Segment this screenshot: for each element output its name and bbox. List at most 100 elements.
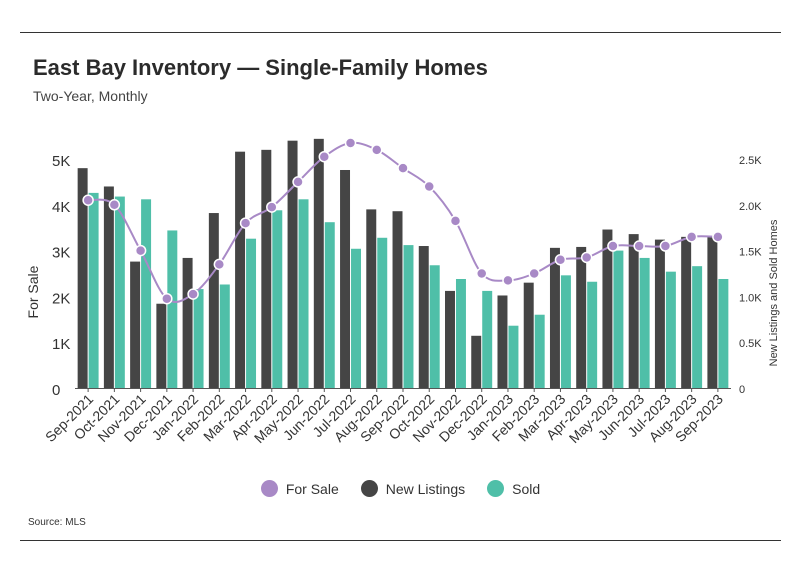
bar-sold xyxy=(534,314,545,388)
point-for-sale xyxy=(502,274,514,287)
bar-sold xyxy=(377,237,388,388)
legend-swatch-sold xyxy=(487,480,505,497)
bar-new-listings xyxy=(392,211,403,388)
y-tick-label: 5K xyxy=(52,153,70,170)
point-for-sale xyxy=(712,231,724,243)
bottom-rule xyxy=(20,540,781,541)
point-for-sale xyxy=(134,244,147,257)
bar-new-listings xyxy=(549,247,560,388)
bar-sold xyxy=(718,278,729,388)
y-tick-label: 3K xyxy=(52,245,70,262)
bar-new-listings xyxy=(340,169,351,388)
bar-sold xyxy=(272,210,283,388)
legend-label-sold: Sold xyxy=(512,480,541,497)
bar-sold xyxy=(88,192,99,388)
legend-swatch-for-sale xyxy=(260,480,278,497)
bar-new-listings xyxy=(235,151,246,388)
bar-new-listings xyxy=(523,282,534,388)
bar-new-listings xyxy=(130,261,141,388)
chart-title: East Bay Inventory — Single-Family Homes xyxy=(33,55,488,80)
bar-sold xyxy=(639,257,650,388)
bar-new-listings xyxy=(681,236,692,388)
bar-new-listings xyxy=(103,186,114,388)
bar-new-listings xyxy=(208,213,219,388)
bar-sold xyxy=(193,289,204,388)
y2-tick-label: 1.0K xyxy=(739,292,762,304)
chart-subtitle: Two-Year, Monthly xyxy=(33,88,148,104)
bar-new-listings xyxy=(366,209,377,388)
point-for-sale xyxy=(659,240,672,252)
bar-sold xyxy=(324,222,335,388)
legend-label-new-listings: New Listings xyxy=(385,480,466,497)
point-for-sale xyxy=(475,267,488,280)
bar-sold xyxy=(455,278,466,388)
point-for-sale xyxy=(213,258,226,271)
bar-new-listings xyxy=(418,246,429,388)
point-for-sale xyxy=(82,194,94,206)
bar-new-listings xyxy=(156,303,167,388)
point-for-sale xyxy=(318,150,331,163)
point-for-sale xyxy=(371,144,383,156)
legend-item-sold[interactable]: Sold xyxy=(487,480,540,497)
point-for-sale xyxy=(397,162,409,174)
point-for-sale xyxy=(108,199,121,211)
bar-sold xyxy=(167,230,178,388)
point-for-sale xyxy=(266,201,278,213)
legend-label-for-sale: For Sale xyxy=(285,480,339,497)
bar-new-listings xyxy=(576,246,587,388)
point-for-sale xyxy=(161,292,173,305)
legend: For Sale New Listings Sold xyxy=(0,480,801,497)
bar-sold xyxy=(508,325,519,388)
bar-sold xyxy=(665,271,676,388)
bar-sold xyxy=(482,290,493,388)
point-for-sale xyxy=(239,217,252,229)
bar-sold xyxy=(219,284,230,388)
point-for-sale xyxy=(685,231,698,243)
bar-new-listings xyxy=(313,138,324,388)
legend-swatch-new-listings xyxy=(360,480,378,497)
bar-sold xyxy=(613,250,624,388)
point-for-sale xyxy=(607,240,619,252)
bar-sold xyxy=(351,248,361,388)
point-for-sale xyxy=(554,254,567,266)
y2-tick-label: 1.5K xyxy=(739,247,762,259)
top-rule xyxy=(20,32,781,33)
point-for-sale xyxy=(449,215,462,227)
bar-new-listings xyxy=(602,229,613,388)
bar-sold xyxy=(587,281,598,388)
point-for-sale xyxy=(344,137,357,149)
point-for-sale xyxy=(187,288,199,300)
bar-sold xyxy=(692,266,703,388)
bar-new-listings xyxy=(77,168,88,388)
legend-item-new-listings[interactable]: New Listings xyxy=(360,480,466,497)
bar-new-listings xyxy=(182,257,193,388)
bar-new-listings xyxy=(497,295,508,388)
y2-tick-label: 2.0K xyxy=(739,201,762,213)
point-for-sale xyxy=(292,176,304,188)
point-for-sale xyxy=(580,251,593,264)
bar-sold xyxy=(246,238,257,388)
legend-item-for-sale[interactable]: For Sale xyxy=(260,480,339,497)
point-for-sale xyxy=(528,267,540,280)
bar-new-listings xyxy=(707,235,718,388)
y2-tick-label: 2.5K xyxy=(739,155,762,167)
y-tick-label: 2K xyxy=(52,290,70,307)
y-tick-label: 4K xyxy=(52,199,70,216)
y-tick-label: 1K xyxy=(52,336,70,353)
y-axis-label: For Sale xyxy=(25,265,41,318)
bar-sold xyxy=(114,196,125,388)
y-tick-label: 0 xyxy=(52,382,60,399)
bar-sold xyxy=(429,265,440,388)
bar-sold xyxy=(403,245,414,388)
y2-tick-label: 0 xyxy=(739,384,745,396)
y2-tick-label: 0.5K xyxy=(739,338,762,350)
bar-sold xyxy=(298,199,309,388)
point-for-sale xyxy=(633,240,645,252)
bar-new-listings xyxy=(628,234,639,388)
source-note: Source: MLS xyxy=(28,517,86,528)
bar-new-listings xyxy=(287,140,298,388)
bar-new-listings xyxy=(445,290,455,388)
bar-new-listings xyxy=(261,149,272,388)
bar-new-listings xyxy=(471,335,482,388)
